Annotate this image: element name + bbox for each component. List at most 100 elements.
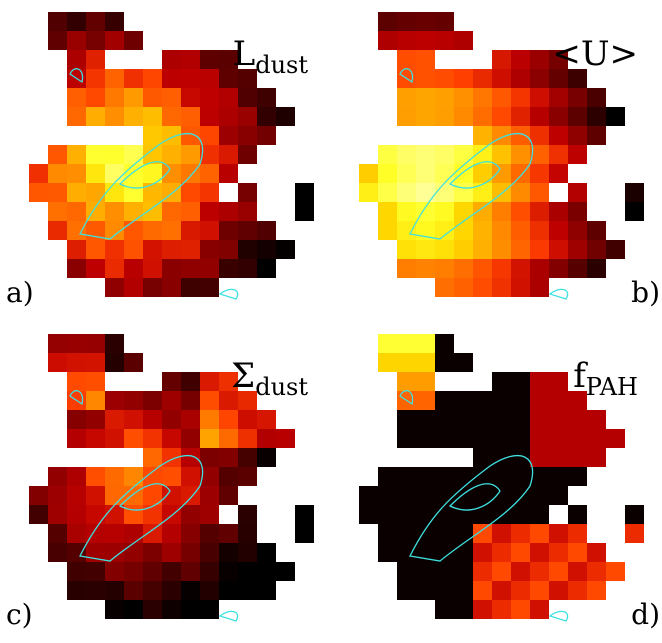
map-cell (238, 183, 257, 202)
map-cell (454, 600, 473, 619)
map-cell (124, 183, 143, 202)
map-cell (549, 69, 568, 88)
map-cell (276, 107, 295, 126)
map-cell (568, 88, 587, 107)
map-cell (86, 183, 105, 202)
map-cell (124, 88, 143, 107)
map-cell (587, 107, 606, 126)
map-cell (86, 486, 105, 505)
map-cell (162, 524, 181, 543)
map-cell (492, 581, 511, 600)
map-cell (568, 467, 587, 486)
map-cell (86, 202, 105, 221)
map-cell (416, 88, 435, 107)
map-cell (86, 259, 105, 278)
map-cell (492, 69, 511, 88)
map-cell (67, 145, 86, 164)
heatmap (29, 334, 314, 622)
map-cell (67, 183, 86, 202)
map-cell (416, 581, 435, 600)
map-cell (549, 259, 568, 278)
map-cell (549, 88, 568, 107)
map-cell (625, 524, 644, 543)
map-cell (435, 240, 454, 259)
map-cell (219, 221, 238, 240)
map-cell (181, 107, 200, 126)
map-cell (162, 240, 181, 259)
map-cell (143, 126, 162, 145)
map-cell (416, 31, 435, 50)
map-cell (67, 221, 86, 240)
map-cell (200, 126, 219, 145)
map-cell (416, 486, 435, 505)
map-cell (200, 391, 219, 410)
map-cell (530, 88, 549, 107)
map-cell (124, 240, 143, 259)
map-cell (606, 240, 625, 259)
map-cell (124, 221, 143, 240)
map-cell (397, 12, 416, 31)
map-cell (568, 183, 587, 202)
map-cell (238, 107, 257, 126)
map-cell (105, 505, 124, 524)
title-sub: dust (255, 51, 308, 79)
map-cell (416, 202, 435, 221)
map-cell (105, 334, 124, 353)
map-cell (86, 50, 105, 69)
map-cell (200, 259, 219, 278)
map-cell (105, 410, 124, 429)
map-cell (530, 467, 549, 486)
map-cell (67, 562, 86, 581)
map-cell (492, 543, 511, 562)
map-cell (397, 486, 416, 505)
map-cell (530, 448, 549, 467)
map-cell (124, 581, 143, 600)
map-cell (568, 107, 587, 126)
map-cell (530, 543, 549, 562)
panel-label: a) (6, 276, 34, 309)
map-cell (416, 12, 435, 31)
map-cell (162, 562, 181, 581)
map-cell (530, 600, 549, 619)
panel-label: b) (631, 276, 660, 309)
map-cell (492, 202, 511, 221)
map-cell (143, 164, 162, 183)
map-cell (454, 524, 473, 543)
map-cell (473, 600, 492, 619)
map-cell (511, 562, 530, 581)
map-cell (181, 372, 200, 391)
map-cell (530, 524, 549, 543)
map-cell (67, 31, 86, 50)
map-cell (378, 183, 397, 202)
map-cell (416, 145, 435, 164)
map-cell (238, 467, 257, 486)
map-cell (511, 202, 530, 221)
map-cell (200, 183, 219, 202)
map-cell (416, 505, 435, 524)
map-cell (67, 88, 86, 107)
map-cell (143, 467, 162, 486)
map-cell (549, 448, 568, 467)
panel-title: fPAH (573, 356, 638, 401)
map-cell (48, 543, 67, 562)
map-cell (473, 581, 492, 600)
map-cell (587, 543, 606, 562)
map-cell (238, 145, 257, 164)
map-cell (492, 562, 511, 581)
map-cell (143, 259, 162, 278)
map-cell (162, 50, 181, 69)
map-cell (86, 240, 105, 259)
map-cell (124, 145, 143, 164)
map-cell (492, 107, 511, 126)
map-cell (530, 372, 549, 391)
map-cell (492, 467, 511, 486)
map-cell (473, 410, 492, 429)
map-cell (105, 259, 124, 278)
map-cell (181, 221, 200, 240)
map-cell (162, 391, 181, 410)
map-cell (606, 429, 625, 448)
panel-title: <U> (552, 34, 638, 74)
map-cell (276, 240, 295, 259)
map-cell (105, 145, 124, 164)
map-cell (162, 486, 181, 505)
